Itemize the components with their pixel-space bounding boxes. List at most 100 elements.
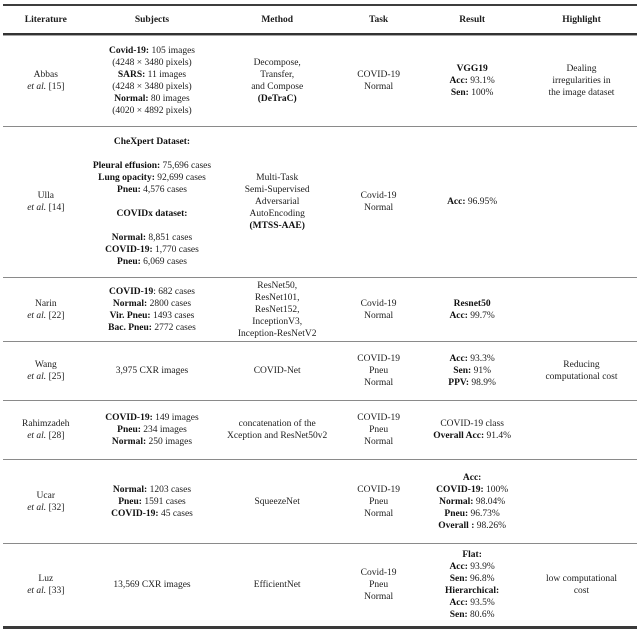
text-line: Dealing bbox=[566, 64, 597, 74]
text-line: Sen: 91% bbox=[453, 366, 491, 376]
text-line: Ucar bbox=[36, 490, 56, 501]
text-line: Overall Acc: 91.4% bbox=[433, 431, 512, 441]
text-line: Sen: 96.8% bbox=[449, 574, 495, 584]
cell-content: Luz et al. [33] bbox=[3, 573, 89, 597]
cell-content: low computational cost bbox=[526, 573, 637, 597]
cell-content: Acc: 93.3% Sen: 91% PPV: 98.9% bbox=[418, 353, 526, 389]
table-row: Abbas et al. [15] Covid-19: 105 images (424… bbox=[3, 35, 637, 127]
text-line: COVID-19 bbox=[357, 354, 400, 364]
cell-content: CheXpert Dataset: Pleural effusion: 75,6… bbox=[89, 136, 216, 268]
text-line: cost bbox=[573, 586, 590, 596]
cell-content: COVID-19 Pneu Normal bbox=[339, 412, 418, 448]
cell-content: COVID-19: 682 cases Normal: 2800 cases Vir… bbox=[89, 286, 216, 334]
text-line: Normal bbox=[364, 203, 394, 213]
cell-literature: Rahimzadeh et al. [28] bbox=[3, 401, 89, 459]
cell-subjects: Normal: 1203 cases Pneu: 1591 cases COVID-… bbox=[89, 460, 216, 543]
text-line: Overall : 98.26% bbox=[438, 520, 507, 531]
text-line: Covid-19: 105 images bbox=[108, 46, 195, 56]
cell-highlight bbox=[526, 401, 637, 459]
table-row: Luz et al. [33] 13,569 CXR images Efficient… bbox=[3, 544, 637, 626]
cell-content: 3,975 CXR images bbox=[89, 365, 216, 377]
cell-highlight bbox=[526, 127, 637, 277]
table-row: Ucar et al. [32] Normal: 1203 cases Pneu: 1… bbox=[3, 460, 637, 544]
text-line: (DeTraC) bbox=[257, 94, 297, 104]
text-line: Normal bbox=[364, 592, 394, 602]
text-line: Normal bbox=[364, 82, 394, 92]
cell-subjects: 13,569 CXR images bbox=[89, 544, 216, 626]
text-line: et al. [14] bbox=[27, 203, 65, 213]
cell-content: EfficientNet bbox=[215, 579, 339, 591]
cell-content: Narin et al. [22] bbox=[3, 298, 89, 322]
cell-content: Covid-19: 105 images (4248 × 3480 pixels)… bbox=[89, 45, 216, 117]
text-line bbox=[89, 196, 216, 208]
cell-result: Flat: Acc: 93.9% Sen: 96.8% Hierarchical: Ac… bbox=[418, 544, 526, 626]
text-line: (4248 × 3480 pixels) bbox=[112, 82, 192, 92]
text-line: COVID-19 bbox=[357, 484, 400, 495]
column-header-literature: Literature bbox=[24, 14, 67, 25]
text-line: Pleural effusion: 75,696 cases bbox=[92, 161, 212, 171]
text-line: Rahimzadeh bbox=[22, 419, 70, 429]
cell-subjects: COVID-19: 149 images Pneu: 234 images Norm… bbox=[89, 401, 216, 459]
text-line: Lung opacity: 92,699 cases bbox=[98, 173, 206, 183]
text-line: Normal bbox=[364, 378, 394, 388]
text-line: SARS: 11 images bbox=[117, 70, 187, 80]
text-line: Luz bbox=[38, 574, 54, 584]
cell-literature: Narin et al. [22] bbox=[3, 278, 89, 341]
text-line: and Compose bbox=[251, 82, 304, 92]
cell-literature: Luz et al. [33] bbox=[3, 544, 89, 626]
cell-content: Dealing irregularities in the image datase… bbox=[526, 63, 637, 99]
cell-content: Flat: Acc: 93.9% Sen: 96.8% Hierarchical: Ac… bbox=[418, 549, 526, 621]
cell-task: COVID-19 Pneu Normal bbox=[339, 401, 418, 459]
cell-result: Acc: 93.3% Sen: 91% PPV: 98.9% bbox=[418, 342, 526, 400]
text-line: (4020 × 4892 pixels) bbox=[112, 106, 192, 116]
text-line: COVID-19 class bbox=[440, 419, 504, 429]
cell-content: concatenation of the Xception and ResNet5… bbox=[215, 418, 339, 442]
cell-content: SqueezeNet bbox=[215, 496, 339, 508]
text-line: Normal: 80 images bbox=[114, 94, 190, 104]
text-line: Normal: 98.04% bbox=[439, 496, 506, 507]
cell-result: VGG19 Acc: 93.1% Sen: 100% bbox=[418, 36, 526, 126]
text-line: Reducing bbox=[563, 360, 600, 370]
cell-content: 13,569 CXR images bbox=[89, 579, 216, 591]
table-body: Abbas et al. [15] Covid-19: 105 images (424… bbox=[3, 35, 637, 626]
text-line: Acc: 96.95% bbox=[447, 197, 498, 207]
text-line: Covid-19 bbox=[360, 568, 397, 578]
text-line: et al. [33] bbox=[27, 586, 65, 596]
cell-content: Acc: 96.95% bbox=[418, 196, 526, 208]
text-line: Multi-Task bbox=[256, 173, 299, 183]
cell-result: Acc: 96.95% bbox=[418, 127, 526, 277]
text-line: (MTSS-AAE) bbox=[249, 221, 305, 231]
text-line: Covid-19 bbox=[360, 191, 397, 201]
cell-literature: Ulla et al. [14] bbox=[3, 127, 89, 277]
cell-content: Covid-19 Normal bbox=[339, 298, 418, 322]
cell-content: COVID-19: 149 images Pneu: 234 images Norm… bbox=[89, 412, 216, 448]
cell-task: Covid-19 Normal bbox=[339, 127, 418, 277]
cell-task: Covid-19 Pneu Normal bbox=[339, 544, 418, 626]
text-line: CheXpert Dataset: bbox=[113, 137, 191, 147]
text-line: irregularities in bbox=[552, 76, 611, 86]
text-line: Sen: 100% bbox=[450, 88, 494, 98]
text-line: Pneu bbox=[369, 366, 389, 376]
cell-method: SqueezeNet bbox=[215, 460, 339, 543]
text-line: COVID-19 bbox=[357, 70, 400, 80]
text-line: Narin bbox=[34, 298, 57, 309]
cell-content: Normal: 1203 cases Pneu: 1591 cases COVID-… bbox=[89, 484, 216, 520]
cell-method: Multi-Task Semi-Supervised Adversarial Auto… bbox=[215, 127, 339, 277]
text-line: COVID-19: 45 cases bbox=[111, 508, 193, 519]
text-line: Vir. Pneu: 1493 cases bbox=[109, 310, 195, 321]
text-line: Flat: bbox=[462, 550, 482, 560]
text-line bbox=[89, 220, 216, 232]
cell-task: COVID-19 Pneu Normal bbox=[339, 342, 418, 400]
cell-literature: Wang et al. [25] bbox=[3, 342, 89, 400]
column-header-highlight: Highlight bbox=[562, 14, 601, 25]
text-line: concatenation of the bbox=[238, 419, 316, 429]
cell-content: VGG19 Acc: 93.1% Sen: 100% bbox=[418, 63, 526, 99]
text-line: 13,569 CXR images bbox=[113, 580, 191, 590]
table-row: Rahimzadeh et al. [28] COVID-19: 149 image… bbox=[3, 401, 637, 460]
text-line: Normal: 1203 cases bbox=[112, 484, 192, 495]
text-line: AutoEncoding bbox=[249, 209, 305, 219]
cell-highlight bbox=[526, 278, 637, 341]
text-line: COVIDx dataset: bbox=[116, 209, 188, 219]
cell-method: Decompose, Transfer, and Compose (DeTraC) bbox=[215, 36, 339, 126]
text-line: et al. [25] bbox=[27, 372, 65, 382]
